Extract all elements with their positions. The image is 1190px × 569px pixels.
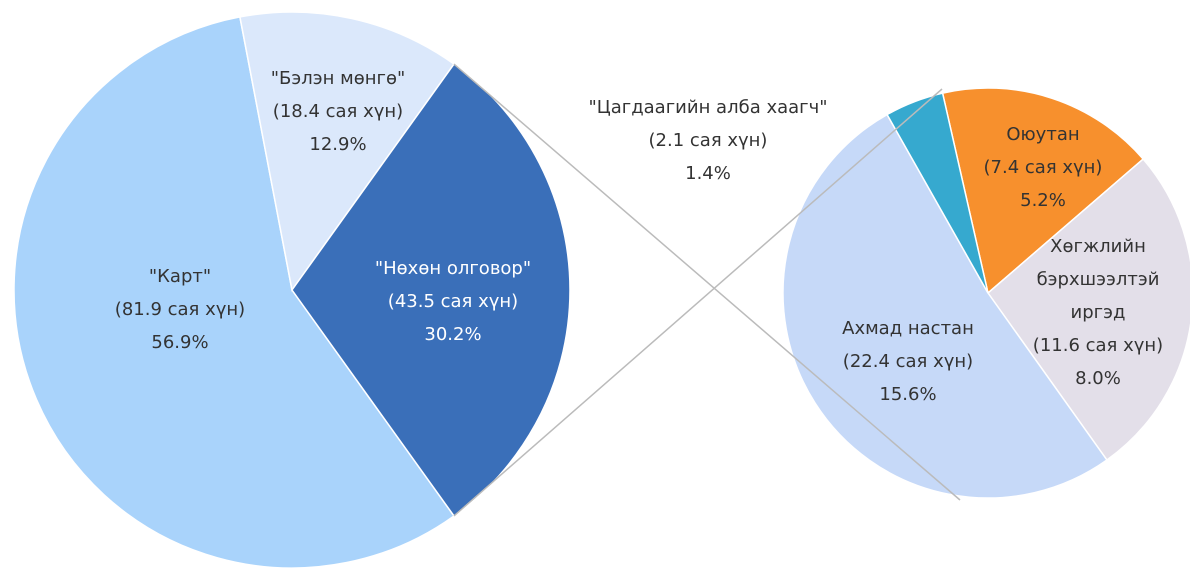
people-label: (7.4 сая хүн) xyxy=(983,157,1103,178)
value-label: 30.2% xyxy=(424,324,482,345)
category-label: "Бэлэн мөнгө" xyxy=(270,68,406,89)
data-label: Хөгжлийн бэрхшээлтэй иргэд (11.6 сая хүн)… xyxy=(1018,230,1178,395)
value-label: 15.6% xyxy=(879,384,937,405)
pie-slice xyxy=(782,113,1108,499)
value-label: 12.9% xyxy=(309,134,367,155)
pie-slice xyxy=(291,63,571,517)
people-label: (11.6 сая хүн) xyxy=(1032,335,1164,356)
pie-slice xyxy=(986,157,1190,462)
people-label: (18.4 сая хүн) xyxy=(272,101,404,122)
category-label: Оюутан xyxy=(1006,124,1080,145)
category-label: "Нөхөн олговор" xyxy=(374,258,532,279)
data-label: Ахмад настан (22.4 сая хүн) 15.6% xyxy=(818,312,998,411)
people-label: (81.9 сая хүн) xyxy=(114,299,246,320)
pie-slice xyxy=(886,92,989,294)
data-label: "Цагдаагийн алба хаагч" (2.1 сая хүн) 1.4% xyxy=(588,91,828,190)
pie-slice xyxy=(239,11,456,292)
category-label: "Цагдаагийн алба хаагч" xyxy=(588,97,828,118)
data-label: Оюутан (7.4 сая хүн) 5.2% xyxy=(968,118,1118,217)
category-label: Ахмад настан xyxy=(842,318,974,339)
data-label: "Карт" (81.9 сая хүн) 56.9% xyxy=(80,260,280,359)
value-label: 8.0% xyxy=(1075,368,1121,389)
people-label: (2.1 сая хүн) xyxy=(648,130,768,151)
people-label: (22.4 сая хүн) xyxy=(842,351,974,372)
people-label: (43.5 сая хүн) xyxy=(387,291,519,312)
pie-slice xyxy=(941,87,1145,295)
data-label: "Нөхөн олговор" (43.5 сая хүн) 30.2% xyxy=(343,252,563,351)
category-label: Хөгжлийн бэрхшээлтэй иргэд xyxy=(1036,236,1160,323)
value-label: 5.2% xyxy=(1020,190,1066,211)
value-label: 1.4% xyxy=(685,163,731,184)
value-label: 56.9% xyxy=(151,332,209,353)
data-label: "Бэлэн мөнгө" (18.4 сая хүн) 12.9% xyxy=(238,62,438,161)
connector-line xyxy=(453,63,961,501)
connector-line xyxy=(453,88,943,517)
category-label: "Карт" xyxy=(148,266,212,287)
pie-slice xyxy=(13,16,456,569)
